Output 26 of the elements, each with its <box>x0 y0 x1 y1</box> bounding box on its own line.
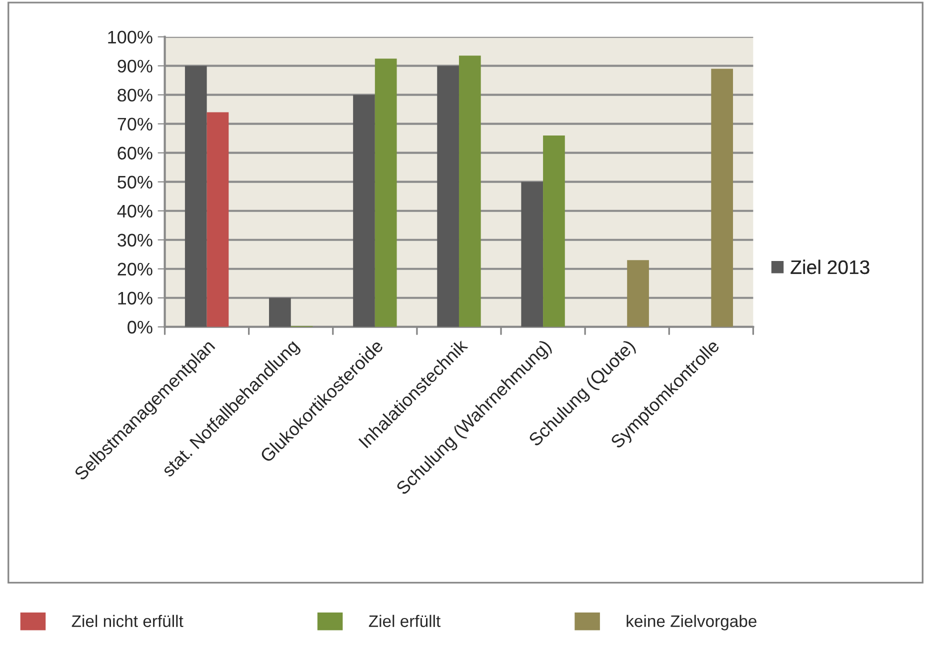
legend-label: Ziel erfüllt <box>368 614 441 628</box>
y-tick-label: 10% <box>118 292 152 305</box>
y-tick-label: 0% <box>128 320 152 334</box>
y-tick-label: 70% <box>118 118 152 131</box>
bar <box>353 94 375 327</box>
y-tick-label: 40% <box>117 204 152 218</box>
y-tick-label: 80% <box>118 88 152 102</box>
legend-label: Ziel 2013 <box>790 260 870 274</box>
bar <box>206 112 229 327</box>
bar <box>543 135 565 327</box>
bar <box>184 66 207 327</box>
y-tick-label: 50% <box>118 176 152 189</box>
bar <box>437 66 459 327</box>
legend-label: keine Zielvorgabe <box>626 614 756 630</box>
y-tick-label: 60% <box>118 146 152 160</box>
bar <box>627 260 649 327</box>
bar <box>521 182 544 327</box>
y-tick-label: 30% <box>118 234 152 247</box>
bar <box>269 298 291 327</box>
y-tick-label: 90% <box>118 60 152 73</box>
y-tick-label: 20% <box>118 262 152 276</box>
y-tick-label: 100% <box>108 30 152 44</box>
bar <box>374 58 397 327</box>
bar <box>458 56 481 327</box>
bar <box>711 68 734 327</box>
legend-label: Ziel nicht erfüllt <box>72 614 184 628</box>
